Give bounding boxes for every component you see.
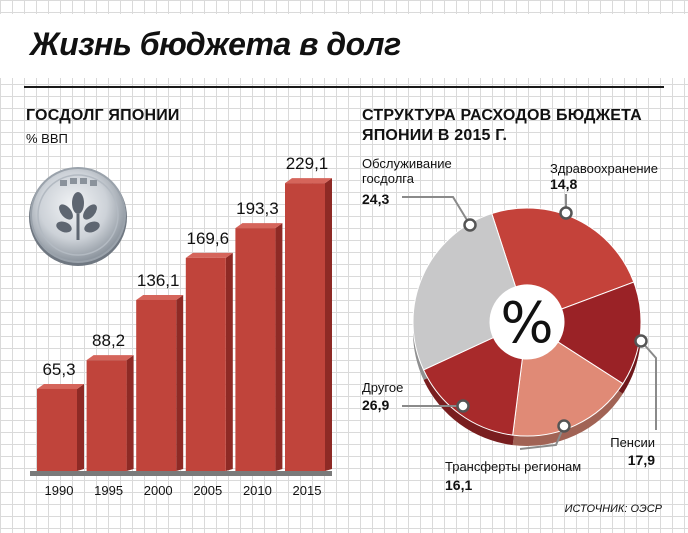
- bar-chart-subtitle: % ВВП: [26, 131, 68, 146]
- yen-coin-icon: [29, 167, 127, 266]
- bar-value-label: 65,3: [42, 360, 75, 379]
- bar: [235, 228, 276, 471]
- year-tick-label: 2005: [193, 483, 222, 498]
- bar-top: [37, 383, 84, 389]
- title-band: [0, 14, 688, 78]
- bar-value-label: 193,3: [236, 199, 279, 218]
- bar-side: [176, 294, 184, 471]
- callout-marker: [559, 206, 573, 220]
- pie-slice-label: Другое: [362, 380, 403, 395]
- year-tick-label: 2000: [144, 483, 173, 498]
- bar-baseline: [30, 471, 332, 476]
- pie-slice-label: Обслуживание: [362, 156, 452, 171]
- source-note: ИСТОЧНИК: ОЭСР: [564, 503, 662, 515]
- bar-top: [185, 252, 233, 258]
- callout-leader: [519, 425, 565, 450]
- bar-value-label: 88,2: [92, 331, 125, 350]
- bar-side: [225, 252, 233, 471]
- bar-top: [136, 294, 184, 300]
- year-tick-label: 1995: [94, 483, 123, 498]
- pie-center-label: %: [500, 291, 553, 356]
- bar-side: [275, 223, 283, 471]
- pie-slice-label: Здравоохранение: [550, 161, 658, 176]
- bar: [86, 360, 127, 471]
- pie-slice-value: 14,8: [550, 176, 577, 192]
- bar-value-label: 169,6: [187, 229, 230, 248]
- bar-top: [86, 355, 134, 361]
- callout-marker: [463, 218, 477, 232]
- callout-marker: [634, 334, 648, 348]
- pie-slice-label: Трансферты регионам: [445, 459, 581, 474]
- year-tick-label: 1990: [45, 483, 74, 498]
- bar: [136, 299, 177, 471]
- pie-slice-label: госдолга: [362, 171, 415, 186]
- bar-value-label: 136,1: [137, 271, 180, 290]
- pie-slice-value: 26,9: [362, 397, 389, 413]
- donut-hole: [490, 285, 564, 359]
- callout-leader: [640, 340, 657, 430]
- bar-top: [285, 178, 332, 184]
- title-rule: [24, 86, 664, 88]
- bar-side: [77, 383, 84, 471]
- bar: [185, 257, 226, 471]
- bar: [37, 388, 77, 471]
- bar-value-label: 229,1: [286, 154, 329, 173]
- callout-marker: [557, 419, 571, 433]
- bars-layer: 65,3 1990 88,2 1995 136,1 2000 169,6 2005 193,3 2…: [30, 154, 332, 498]
- callout-marker: [456, 399, 470, 413]
- year-tick-label: 2010: [243, 483, 272, 498]
- bar-side: [325, 178, 332, 472]
- year-tick-label: 2015: [293, 483, 322, 498]
- bar-chart-title: ГОСДОЛГ ЯПОНИИ: [26, 107, 180, 124]
- pie-slice-label: Пенсии: [610, 435, 655, 450]
- callout-leader: [402, 196, 471, 226]
- pie-slice-value: 17,9: [628, 452, 655, 468]
- main-title: Жизнь бюджета в долг: [30, 26, 401, 62]
- pie-slice-value: 24,3: [362, 191, 389, 207]
- bar-side: [126, 355, 134, 471]
- pie-chart-title: СТРУКТУРА РАСХОДОВ БЮДЖЕТА ЯПОНИИ В 2015…: [362, 107, 642, 144]
- pie-slice-value: 16,1: [445, 477, 472, 493]
- bar: [285, 183, 325, 472]
- bar-top: [235, 223, 283, 229]
